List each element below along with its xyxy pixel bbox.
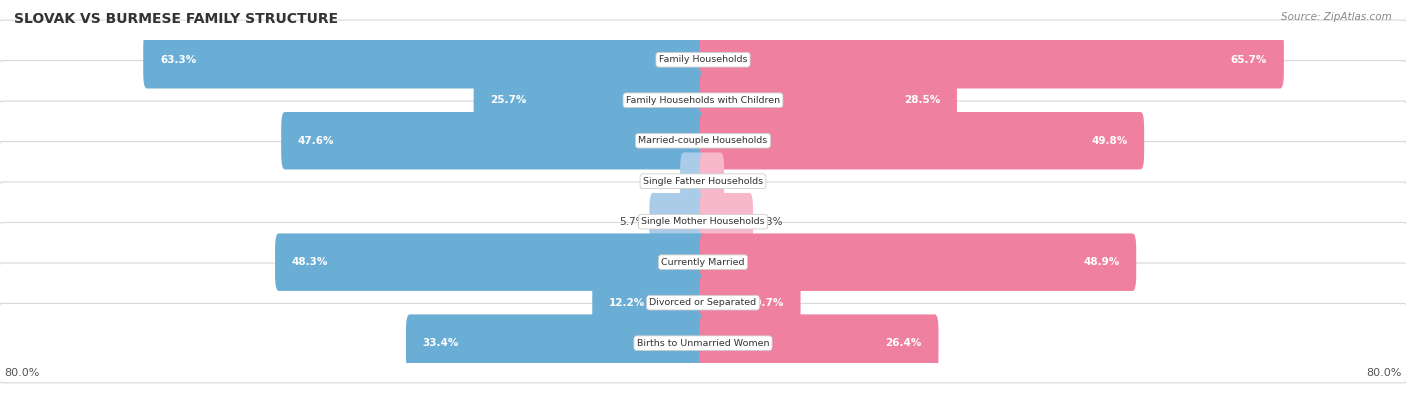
Text: 48.9%: 48.9% [1083,257,1119,267]
Text: 65.7%: 65.7% [1230,55,1267,65]
Text: 47.6%: 47.6% [298,136,335,146]
FancyBboxPatch shape [681,152,707,210]
Text: 5.3%: 5.3% [756,217,783,227]
FancyBboxPatch shape [406,314,707,372]
Text: 80.0%: 80.0% [1367,368,1402,378]
Text: Married-couple Households: Married-couple Households [638,136,768,145]
FancyBboxPatch shape [700,193,754,250]
Text: 5.7%: 5.7% [620,217,645,227]
Text: 49.8%: 49.8% [1091,136,1128,146]
Text: Currently Married: Currently Married [661,258,745,267]
Text: Births to Unmarried Women: Births to Unmarried Women [637,339,769,348]
Text: Single Father Households: Single Father Households [643,177,763,186]
FancyBboxPatch shape [700,233,1136,291]
FancyBboxPatch shape [0,263,1406,342]
Text: Family Households: Family Households [659,55,747,64]
Text: 63.3%: 63.3% [160,55,197,65]
Text: Divorced or Separated: Divorced or Separated [650,298,756,307]
FancyBboxPatch shape [700,71,957,129]
Text: Source: ZipAtlas.com: Source: ZipAtlas.com [1281,12,1392,22]
FancyBboxPatch shape [0,20,1406,100]
FancyBboxPatch shape [0,182,1406,261]
Text: 80.0%: 80.0% [4,368,39,378]
FancyBboxPatch shape [592,274,707,331]
FancyBboxPatch shape [700,112,1144,169]
Text: 48.3%: 48.3% [292,257,328,267]
FancyBboxPatch shape [474,71,707,129]
FancyBboxPatch shape [0,141,1406,221]
Text: Family Households with Children: Family Households with Children [626,96,780,105]
Text: 26.4%: 26.4% [886,338,922,348]
Text: SLOVAK VS BURMESE FAMILY STRUCTURE: SLOVAK VS BURMESE FAMILY STRUCTURE [14,12,339,26]
Text: 25.7%: 25.7% [491,95,527,105]
Text: 12.2%: 12.2% [609,298,645,308]
FancyBboxPatch shape [143,31,707,88]
FancyBboxPatch shape [700,314,939,372]
FancyBboxPatch shape [0,60,1406,140]
FancyBboxPatch shape [700,152,724,210]
Text: 28.5%: 28.5% [904,95,941,105]
FancyBboxPatch shape [700,274,800,331]
FancyBboxPatch shape [650,193,707,250]
Text: 2.0%: 2.0% [728,176,754,186]
FancyBboxPatch shape [0,101,1406,181]
Text: 33.4%: 33.4% [423,338,458,348]
Text: 2.2%: 2.2% [650,176,676,186]
FancyBboxPatch shape [276,233,707,291]
Text: Single Mother Households: Single Mother Households [641,217,765,226]
FancyBboxPatch shape [281,112,707,169]
Text: 10.7%: 10.7% [748,298,785,308]
FancyBboxPatch shape [0,303,1406,383]
FancyBboxPatch shape [700,31,1284,88]
FancyBboxPatch shape [0,222,1406,302]
